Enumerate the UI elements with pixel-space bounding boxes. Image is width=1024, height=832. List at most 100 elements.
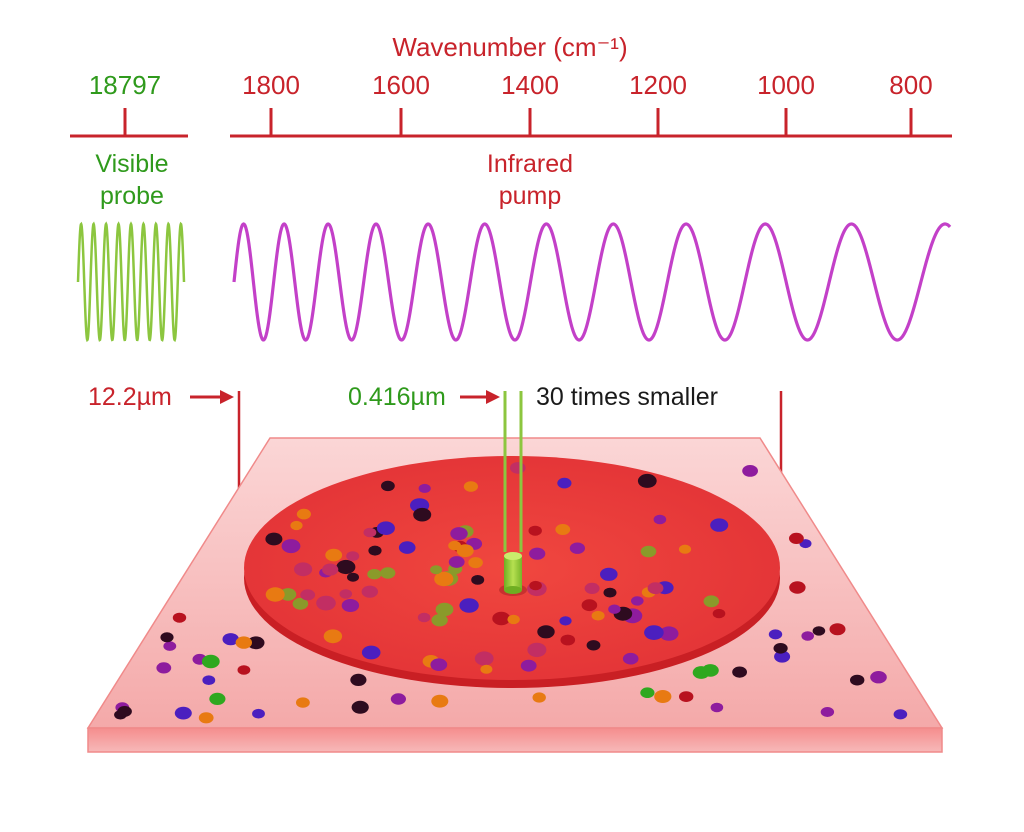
particle [367,569,382,580]
particle [528,525,542,536]
particle [789,532,804,545]
particle [679,691,694,702]
particle [584,582,600,595]
particle [560,634,576,646]
particle [529,547,546,560]
ir-tick-label: 1800 [242,70,300,100]
particle [647,582,664,595]
outer-particles [114,465,908,724]
wavenumber-axis: Wavenumber (cm⁻¹) 18797 1800 1600 1400 1… [70,32,952,138]
particle [559,616,572,626]
particle [323,629,343,644]
probe-label-line1: Visible [95,150,168,178]
particle [789,581,806,594]
ir-spot-size-label: 12.2µm [88,383,172,411]
particle [380,567,396,579]
particle [265,532,283,546]
particle [653,514,667,525]
particle [368,545,382,556]
particle [474,651,494,666]
vis-spot-arrow [460,390,500,404]
particle [296,697,310,708]
particle [829,623,846,636]
particle [732,666,747,678]
particle [430,658,448,671]
pump-label-line1: Infrared [487,150,573,178]
particle [471,575,485,585]
particle [537,625,555,639]
particle [292,597,309,610]
particle [850,674,865,686]
particle [820,707,835,717]
probe-focus-rod [504,552,522,594]
particle [413,507,432,522]
particle [710,518,729,532]
ir-spot-arrow [190,390,234,404]
particle [322,563,339,576]
particle [659,626,679,641]
probe-tick-label: 18797 [89,70,161,100]
particle [456,544,474,558]
particle [529,580,542,591]
ir-tick-label: 1400 [501,70,559,100]
ir-tick-label: 800 [889,70,932,100]
particle [252,708,265,719]
particle [361,585,378,598]
particle [390,693,406,705]
ir-tick-label: 1600 [372,70,430,100]
particle [363,527,377,538]
particle [893,709,908,720]
particle [222,633,239,646]
particle [492,611,511,626]
visible-probe-wave [76,221,186,343]
particle [631,596,644,606]
particle [510,462,526,474]
particle [341,599,360,612]
particle [532,692,546,703]
particle [640,545,657,558]
comparison-label: 30 times smaller [536,383,718,411]
particle [600,567,618,581]
particle [417,612,431,623]
axis-title: Wavenumber (cm⁻¹) [392,32,627,62]
particle [361,645,381,660]
particle [346,551,360,561]
particle [296,508,311,520]
particle [586,640,601,651]
particle [622,652,639,665]
particle [527,642,547,658]
particle [156,662,172,674]
particle [300,589,316,601]
particle [418,483,431,493]
slide-front-edge [87,727,943,753]
particle [290,520,303,531]
particle [247,636,265,650]
particle [801,631,814,641]
ir-tick-label: 1200 [629,70,687,100]
particle [459,598,479,613]
particle [435,602,454,617]
particle [117,706,132,717]
particle [703,595,720,608]
particle [381,480,395,492]
particle [654,690,672,703]
ir-axis-ticks [269,108,913,136]
infrared-pump-wave [232,222,952,342]
particle [431,694,449,708]
particle [174,706,192,720]
particle [430,565,443,575]
particle [637,473,657,488]
ir-tick-label: 1000 [757,70,815,100]
particle [294,562,313,577]
particle [581,599,598,612]
particle [351,700,369,714]
particle [702,664,719,677]
particle [160,632,174,643]
probe-label-line2: probe [100,182,164,210]
particle [202,675,216,685]
pump-label-line2: pump [499,182,562,210]
particle [608,604,621,614]
particle [555,524,571,535]
particle [603,587,617,598]
